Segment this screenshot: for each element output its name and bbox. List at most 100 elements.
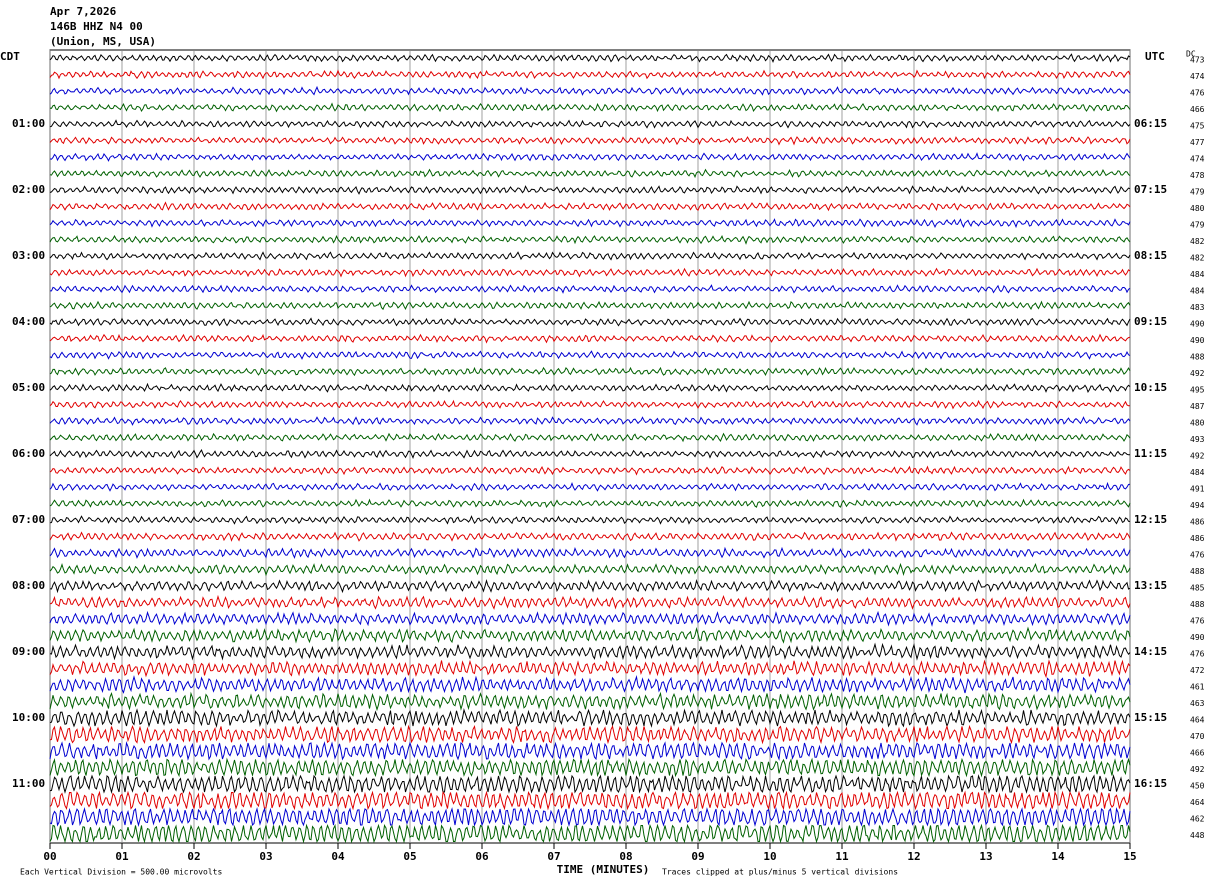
trace [49,251,1131,261]
trace [49,659,1131,679]
trace [49,366,1131,377]
clip-note: Traces clipped at plus/minus 5 vertical … [662,868,898,877]
x-tick-label: 10 [763,850,776,863]
x-tick-label: 09 [691,850,704,863]
trace [50,284,1131,294]
trace [49,774,1131,794]
cdt-hour-label: 03:00 [12,249,45,262]
dc-value: 479 [1190,221,1205,230]
cdt-hour-label: 10:00 [12,711,45,724]
trace [49,317,1131,327]
x-axis-title: TIME (MINUTES) [557,863,650,876]
dc-value: 464 [1190,716,1205,725]
trace [49,675,1131,694]
trace [49,546,1131,560]
trace [49,234,1131,245]
dc-value: 474 [1190,72,1205,81]
trace [49,741,1131,761]
trace [49,85,1131,96]
dc-value: 490 [1190,633,1205,642]
dc-value: 488 [1190,600,1205,609]
trace [49,531,1131,542]
x-tick-label: 06 [475,850,489,863]
x-tick-label: 08 [619,850,632,863]
dc-value: 476 [1190,650,1205,659]
dc-value: 491 [1190,485,1205,494]
trace [49,69,1131,80]
dc-value: 476 [1190,617,1205,626]
trace [49,691,1131,712]
cdt-hour-label: 02:00 [12,183,45,196]
cdt-hour-label: 06:00 [12,447,45,460]
trace [49,757,1131,778]
trace [49,333,1131,344]
utc-hour-label: 14:15 [1134,645,1167,658]
trace [49,102,1131,113]
utc-hour-label: 08:15 [1134,249,1167,262]
trace [49,300,1131,311]
dc-value: 488 [1190,567,1205,576]
dc-value: 490 [1190,336,1205,345]
trace [49,267,1131,278]
dc-value: 466 [1190,749,1205,758]
trace [49,724,1131,745]
dc-value: 492 [1190,369,1205,378]
dc-value: 472 [1190,666,1205,675]
dc-value: 487 [1190,402,1205,411]
x-tick-label: 14 [1051,850,1065,863]
dc-value: 464 [1190,798,1205,807]
dc-value: 492 [1190,452,1205,461]
dc-value: 448 [1190,831,1205,840]
dc-value: 466 [1190,105,1205,114]
utc-hour-label: 06:15 [1134,117,1167,130]
trace [49,185,1131,195]
dc-value: 485 [1190,584,1205,593]
left-axis-title: CDT [0,50,20,63]
trace [49,498,1131,508]
trace [49,708,1131,728]
trace [49,481,1131,492]
location: (Union, MS, USA) [50,35,156,48]
trace [49,449,1130,459]
dc-value: 480 [1190,204,1205,213]
dc-value: 476 [1190,89,1205,98]
trace [49,610,1131,627]
x-tick-label: 01 [115,850,129,863]
dc-value: 490 [1190,320,1205,329]
trace [49,399,1131,410]
x-tick-label: 00 [43,850,56,863]
dc-value: 462 [1190,815,1205,824]
dc-value: 479 [1190,188,1205,197]
utc-hour-label: 11:15 [1134,447,1167,460]
dc-value: 495 [1190,386,1205,395]
trace [49,416,1131,426]
trace [49,201,1131,212]
dc-value: 477 [1190,138,1205,147]
dc-value: 476 [1190,551,1205,560]
dc-value: 475 [1190,122,1205,131]
dc-value: 493 [1190,435,1205,444]
trace [49,594,1131,610]
dc-value: 478 [1190,171,1205,180]
x-tick-label: 02 [187,850,200,863]
dc-value: 484 [1190,287,1205,296]
utc-hour-label: 15:15 [1134,711,1167,724]
dc-value: 482 [1190,237,1205,246]
dc-value: 484 [1190,270,1205,279]
trace [49,119,1131,129]
utc-hour-label: 09:15 [1134,315,1167,328]
trace [49,152,1131,162]
dc-value: 482 [1190,254,1205,263]
trace [49,350,1131,360]
dc-title: DC [1186,50,1196,59]
dc-value: 492 [1190,765,1205,774]
trace [49,515,1131,525]
cdt-hour-label: 04:00 [12,315,45,328]
dc-value: 480 [1190,419,1205,428]
trace [49,823,1131,844]
dc-value: 474 [1190,155,1205,164]
utc-hour-label: 07:15 [1134,183,1167,196]
